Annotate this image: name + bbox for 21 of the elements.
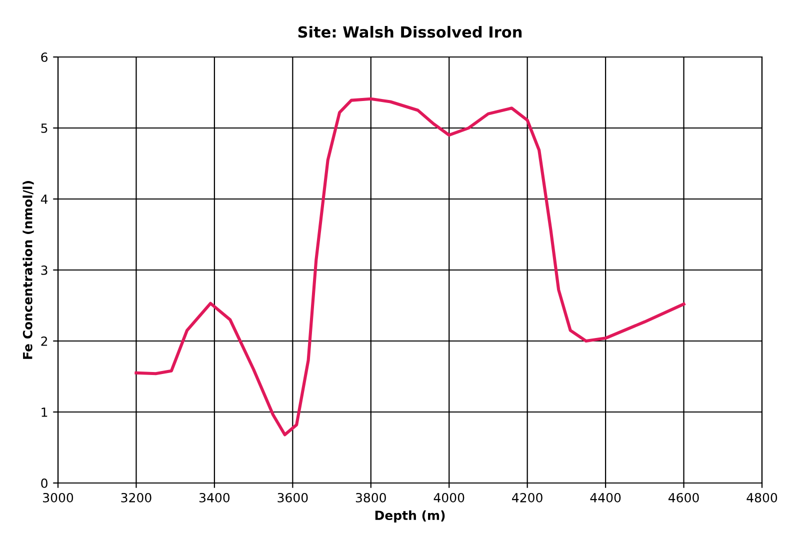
x-tick-label: 3800 — [356, 492, 386, 502]
x-axis-title: Depth (m) — [375, 510, 445, 522]
y-tick-label: 5 — [41, 124, 48, 133]
x-tick-label: 4400 — [590, 492, 621, 502]
x-tick-label: 3200 — [121, 492, 152, 502]
x-tick-label: 4800 — [746, 492, 778, 502]
y-tick-label: 4 — [40, 194, 48, 204]
x-tick-label: 3000 — [43, 492, 74, 502]
line-series — [134, 97, 686, 436]
y-tick-label: 0 — [41, 478, 48, 488]
x-tick-label: 3400 — [199, 492, 230, 502]
x-tick-label: 4200 — [512, 492, 542, 502]
chart-title: Site: Walsh Dissolved Iron — [298, 26, 522, 38]
y-tick-label: 6 — [41, 52, 48, 62]
y-tick-label: 3 — [41, 265, 48, 275]
x-tick-label: 3600 — [278, 492, 308, 502]
y-tick-label: 1 — [42, 408, 48, 417]
y-tick-label: 2 — [41, 336, 48, 346]
y-axis-title: Fe Concentration (nmol/l) — [22, 181, 34, 359]
x-tick-label: 4600 — [668, 492, 699, 502]
x-tick-label: 4000 — [434, 492, 464, 502]
